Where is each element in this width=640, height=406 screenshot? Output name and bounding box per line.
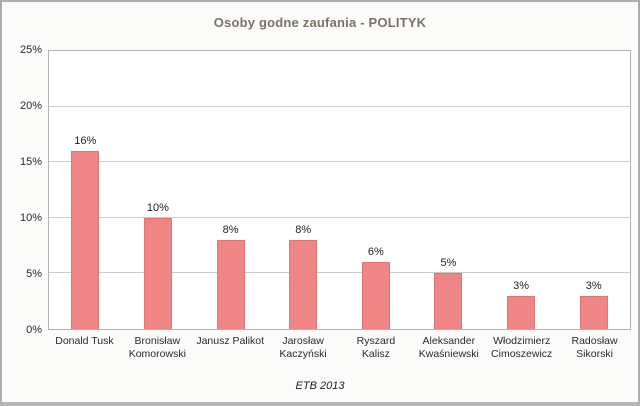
gridline (49, 161, 630, 163)
plot-area: 16% 10% 8% 8% 6% 5% 3% 3% (48, 50, 631, 330)
bar-value-label: 8% (295, 224, 312, 237)
bar (361, 262, 390, 329)
bar-value-label: 5% (440, 257, 457, 270)
y-tick-label: 5% (26, 268, 42, 280)
x-axis-labels: Donald Tusk Bronisław Komorowski Janusz Pa… (48, 335, 631, 361)
x-category-label: Aleksander Kwaśniewski (418, 335, 479, 360)
bar-value-label: 3% (585, 279, 602, 292)
bar-value-label: 16% (74, 135, 97, 148)
bar (71, 151, 100, 329)
bar-column: 5% (412, 51, 485, 329)
bar (216, 240, 245, 329)
y-tick-label: 25% (19, 44, 42, 56)
bar (434, 273, 463, 329)
gridline (49, 216, 630, 218)
bar (143, 217, 172, 329)
bar-column: 8% (194, 51, 267, 329)
y-tick-label: 0% (26, 324, 42, 336)
x-category-label: Bronisław Komorowski (128, 335, 186, 360)
bar-column: 16% (49, 51, 122, 329)
y-tick-label: 20% (19, 100, 42, 112)
bar-column: 10% (122, 51, 195, 329)
bar-value-label: 6% (367, 246, 384, 259)
bar-column: 3% (485, 51, 558, 329)
y-tick-label: 10% (19, 212, 42, 224)
bars-container: 16% 10% 8% 8% 6% 5% 3% 3% (49, 51, 630, 329)
bar-column: 8% (267, 51, 340, 329)
bar-value-label: 8% (222, 224, 239, 237)
chart-title: Osoby godne zaufania - POLITYK (213, 15, 427, 30)
bar (507, 295, 536, 329)
bar-value-label: 10% (146, 201, 169, 214)
bar-column: 3% (557, 51, 630, 329)
bar (579, 295, 608, 329)
bar-value-label: 3% (513, 279, 530, 292)
x-category-label: Włodzimierz Cimoszewicz (491, 335, 553, 360)
y-axis: 0% 5% 10% 15% 20% 25% (2, 44, 42, 336)
gridline (49, 272, 630, 274)
bar-column: 6% (340, 51, 413, 329)
x-category-label: Janusz Palikot (196, 335, 265, 347)
x-category-label: Radosław Sikorski (571, 335, 618, 360)
y-tick-label: 15% (19, 156, 42, 168)
x-category-label: Donald Tusk (55, 335, 114, 347)
bar (289, 240, 318, 329)
x-category-label: Ryszard Kalisz (356, 335, 396, 360)
x-category-label: Jarosław Kaczyński (279, 335, 327, 360)
gridline (49, 105, 630, 107)
chart-source-footer: ETB 2013 (295, 380, 345, 392)
